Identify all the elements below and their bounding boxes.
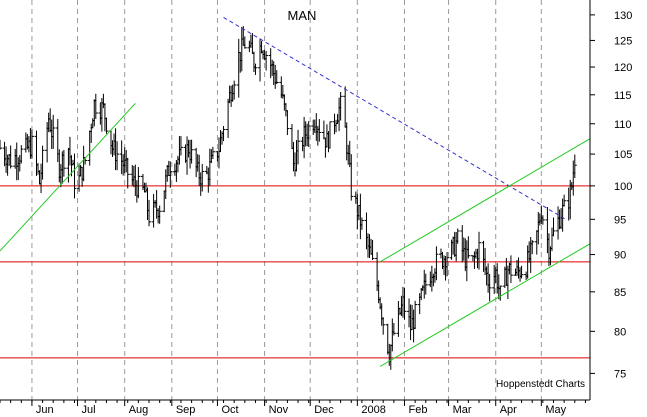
chart-title: MAN [288,8,317,23]
trend-line [379,138,591,263]
x-tick-label: Jul [82,404,96,416]
y-tick-label: 95 [614,214,626,226]
horizontal-levels [0,185,590,359]
y-tick-label: 80 [614,326,626,338]
x-tick-label: Sep [176,404,196,416]
y-tick-label: 120 [614,62,632,74]
x-tick-label: Feb [408,404,427,416]
y-tick-label: 110 [614,119,632,131]
y-tick-label: 100 [614,181,632,193]
x-tick-label: 2008 [361,404,385,416]
trend-line [0,103,136,252]
x-tick-label: May [545,404,566,416]
y-tick-label: 115 [614,90,632,102]
trend-line [379,243,591,367]
x-tick-label: Oct [221,404,238,416]
x-tick-label: Jun [36,404,54,416]
trend-lines [0,16,591,367]
watermark: Hoppenstedt Charts [496,379,585,390]
x-axis: Jun Jul Aug Sep Oct Nov Dec 2008 Feb Mar Apr May [0,400,586,416]
x-tick-label: Apr [500,404,517,416]
month-gridlines [31,0,542,400]
y-tick-label: 85 [614,287,626,299]
trend-line [223,16,566,220]
x-tick-label: Mar [453,404,472,416]
x-tick-label: Aug [129,404,149,416]
y-tick-label: 130 [614,10,632,22]
y-axis: 75 80 85 90 95 100 105 110 115 120 125 130 [590,10,632,380]
y-tick-label: 125 [614,35,632,47]
y-tick-label: 90 [614,250,626,262]
price-bars [0,26,577,370]
x-tick-label: Dec [314,404,334,416]
x-tick-label: Nov [269,404,289,416]
y-tick-label: 75 [614,368,626,380]
plot-background [0,0,590,400]
y-tick-label: 105 [614,149,632,161]
